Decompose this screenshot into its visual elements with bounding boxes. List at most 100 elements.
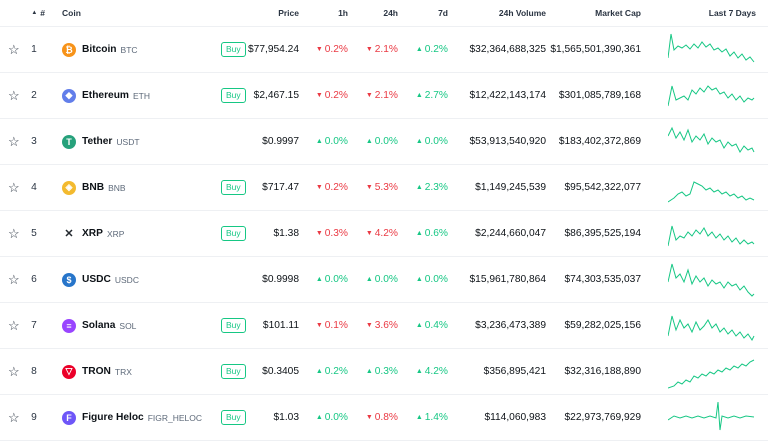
table-row[interactable]: ☆ 2 ◆ Ethereum ETH Buy $2,467.15 ▼ 0.2% … — [0, 73, 768, 119]
rank: 5 — [31, 228, 37, 239]
coin-name: TRON — [82, 366, 111, 377]
24h-cell: ▼ 2.1% — [350, 73, 398, 118]
volume: $12,422,143,174 — [469, 90, 546, 101]
24h-cell: ▼ 5.3% — [350, 165, 398, 210]
1h-header[interactable]: 1h — [338, 8, 348, 18]
24h-cell: ▼ 4.2% — [350, 211, 398, 256]
star-icon[interactable]: ☆ — [8, 409, 20, 425]
7d-header[interactable]: 7d — [438, 8, 448, 18]
buy-button[interactable]: Buy — [221, 410, 246, 425]
table-header: ▲ # Coin Price 1h 24h 7d 24h Volume Marke… — [0, 0, 768, 27]
buy-button[interactable]: Buy — [221, 318, 246, 333]
buy-cell: Buy — [221, 73, 246, 118]
star-icon[interactable]: ☆ — [8, 225, 20, 241]
rank: 2 — [31, 90, 37, 101]
24h-cell: ▲ 0.3% — [350, 349, 398, 394]
star-icon[interactable]: ☆ — [8, 317, 20, 333]
star-icon[interactable]: ☆ — [8, 41, 20, 57]
usdc-icon: $ — [62, 272, 76, 287]
bitcoin-icon: ₿ — [62, 42, 76, 57]
1h-cell: ▲ 0.0% — [300, 257, 348, 302]
coin-cell[interactable]: T Tether USDT — [62, 119, 212, 164]
rank-header[interactable]: ▲ # — [31, 8, 45, 18]
table-row[interactable]: ☆ 5 ✕ XRP XRP Buy $1.38 ▼ 0.3% ▼ 4.2% ▲ … — [0, 211, 768, 257]
7d-cell: ▲ 0.4% — [400, 303, 448, 348]
sparkline-path — [668, 84, 755, 106]
h24-change: ▼ 5.3% — [365, 182, 398, 193]
table-row[interactable]: ☆ 6 $ USDC USDC $0.9998 ▲ 0.0% ▲ 0.0% ▲ … — [0, 257, 768, 303]
h1-change: ▼ 0.3% — [315, 228, 348, 239]
1h-cell: ▼ 0.2% — [300, 27, 348, 72]
coin-cell[interactable]: ◈ BNB BNB — [62, 165, 212, 210]
volume: $2,244,660,047 — [475, 228, 546, 239]
buy-button[interactable]: Buy — [221, 180, 246, 195]
caret-up-icon: ▲ — [415, 92, 423, 99]
1h-cell: ▼ 0.3% — [300, 211, 348, 256]
rank: 9 — [31, 412, 37, 423]
coin-cell[interactable]: ₿ Bitcoin BTC — [62, 27, 212, 72]
sparkline-path — [668, 359, 755, 388]
h24-change: ▼ 4.2% — [365, 228, 398, 239]
star-icon[interactable]: ☆ — [8, 363, 20, 379]
buy-button[interactable]: Buy — [221, 88, 246, 103]
market-cap: $86,395,525,194 — [564, 228, 641, 239]
coin-cell[interactable]: ▽ TRON TRX — [62, 349, 212, 394]
coin-name: Solana — [82, 320, 116, 331]
coin-cell[interactable]: ◆ Ethereum ETH — [62, 73, 212, 118]
1h-cell: ▼ 0.2% — [300, 165, 348, 210]
h1-change: ▲ 0.0% — [315, 412, 348, 423]
d7-change: ▲ 0.4% — [415, 320, 448, 331]
market-cap: $32,316,188,890 — [564, 366, 641, 377]
buy-cell: Buy — [221, 211, 246, 256]
caret-up-icon: ▲ — [315, 414, 323, 421]
sparkline-header: Last 7 Days — [708, 8, 756, 18]
24h-cell: ▼ 3.6% — [350, 303, 398, 348]
price-header[interactable]: Price — [278, 8, 299, 18]
caret-down-icon: ▼ — [365, 414, 373, 421]
table-row[interactable]: ☆ 7 ≡ Solana SOL Buy $101.11 ▼ 0.1% ▼ 3.… — [0, 303, 768, 349]
caret-down-icon: ▼ — [365, 322, 373, 329]
coin-cell[interactable]: F Figure Heloc FIGR_HELOC — [62, 395, 212, 440]
1h-cell: ▲ 0.0% — [300, 119, 348, 164]
caret-down-icon: ▼ — [365, 184, 373, 191]
sparkline-chart — [668, 263, 755, 297]
star-icon[interactable]: ☆ — [8, 179, 20, 195]
coin-cell[interactable]: $ USDC USDC — [62, 257, 212, 302]
star-icon[interactable]: ☆ — [8, 133, 20, 149]
star-icon[interactable]: ☆ — [8, 87, 20, 103]
sparkline — [668, 165, 758, 210]
tether-icon: T — [62, 134, 76, 149]
sparkline-path — [668, 180, 755, 202]
coin-symbol: USDT — [116, 136, 140, 147]
h1-change: ▼ 0.2% — [315, 182, 348, 193]
coin-header[interactable]: Coin — [62, 8, 81, 18]
rank: 4 — [31, 182, 37, 193]
caret-up-icon: ▲ — [415, 368, 423, 375]
sparkline-chart — [668, 359, 755, 388]
buy-button[interactable]: Buy — [221, 364, 246, 379]
coin-name: BNB — [82, 182, 105, 193]
h24-change: ▲ 0.3% — [365, 366, 398, 377]
24h-header[interactable]: 24h — [383, 8, 398, 18]
h24-change: ▼ 2.1% — [365, 90, 398, 101]
volume-header[interactable]: 24h Volume — [498, 8, 546, 18]
table-row[interactable]: ☆ 8 ▽ TRON TRX Buy $0.3405 ▲ 0.2% ▲ 0.3%… — [0, 349, 768, 395]
market-cap-header[interactable]: Market Cap — [595, 8, 641, 18]
7d-cell: ▲ 0.0% — [400, 257, 448, 302]
star-icon[interactable]: ☆ — [8, 271, 20, 287]
1h-cell: ▼ 0.2% — [300, 73, 348, 118]
table-row[interactable]: ☆ 3 T Tether USDT $0.9997 ▲ 0.0% ▲ 0.0% … — [0, 119, 768, 165]
table-row[interactable]: ☆ 9 F Figure Heloc FIGR_HELOC Buy $1.03 … — [0, 395, 768, 441]
buy-button[interactable]: Buy — [221, 226, 246, 241]
table-row[interactable]: ☆ 1 ₿ Bitcoin BTC Buy $77,954.24 ▼ 0.2% … — [0, 27, 768, 73]
ethereum-icon: ◆ — [62, 88, 76, 103]
24h-cell: ▲ 0.0% — [350, 257, 398, 302]
d7-change: ▲ 0.2% — [415, 44, 448, 55]
buy-button[interactable]: Buy — [221, 42, 246, 57]
rank: 3 — [31, 136, 37, 147]
coin-symbol: ETH — [133, 90, 150, 101]
coin-cell[interactable]: ✕ XRP XRP — [62, 211, 212, 256]
h24-change: ▲ 0.0% — [365, 136, 398, 147]
coin-cell[interactable]: ≡ Solana SOL — [62, 303, 212, 348]
table-row[interactable]: ☆ 4 ◈ BNB BNB Buy $717.47 ▼ 0.2% ▼ 5.3% … — [0, 165, 768, 211]
